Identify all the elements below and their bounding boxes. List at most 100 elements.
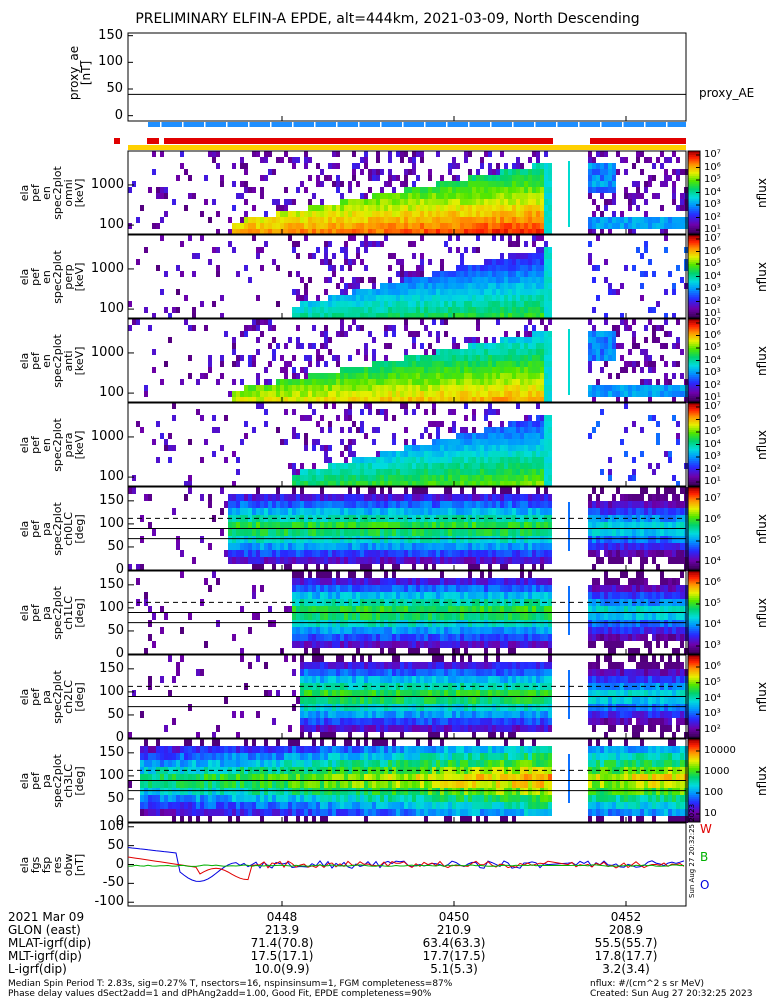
spectrogram-cell: [316, 217, 320, 223]
spectrogram-cell: [360, 475, 364, 481]
pitch-angle-cell: [484, 515, 488, 522]
spectrogram-cell: [292, 367, 296, 373]
spectrogram-cell: [248, 391, 252, 397]
spectrogram-cell: [428, 379, 432, 385]
pitch-angle-cell: [360, 641, 364, 648]
spectrogram-cell: [400, 361, 404, 367]
spectrogram-cell: [404, 403, 408, 409]
spectrogram-cell: [312, 475, 316, 481]
spectrogram-cell: [348, 199, 352, 205]
pitch-angle-cell: [348, 494, 352, 501]
pitch-angle-cell: [372, 494, 376, 501]
spectrogram-cell: [512, 289, 516, 295]
pitch-angle-cell: [152, 641, 156, 648]
pitch-angle-cell: [372, 634, 376, 641]
pitch-angle-cell: [344, 529, 348, 536]
spectrogram-cell: [568, 191, 570, 197]
spectrogram-cell: [492, 463, 496, 469]
spectrogram-cell: [364, 349, 368, 355]
spectrogram-cell: [264, 175, 268, 181]
spectrogram-cell: [492, 355, 496, 361]
spectrogram-cell: [436, 181, 440, 187]
spectrogram-cell: [612, 337, 616, 343]
pitch-angle-cell: [240, 543, 244, 550]
spectrogram-cell: [380, 217, 384, 223]
spectrogram-cell: [412, 355, 416, 361]
spectrogram-cell: [372, 385, 376, 391]
spectrogram-cell: [372, 469, 376, 475]
spectrogram-cell: [484, 355, 488, 361]
colorbar-segment: [688, 207, 700, 210]
pitch-angle-cell: [644, 543, 648, 550]
spectrogram-cell: [532, 373, 536, 379]
pitch-angle-cell: [412, 494, 416, 501]
spectrogram-cell: [540, 175, 544, 181]
spectrogram-cell: [568, 329, 570, 335]
spectrogram-cell: [516, 343, 520, 349]
pitch-angle-cell: [248, 494, 252, 501]
spectrogram-cell: [388, 385, 392, 391]
spectrogram-cell: [252, 187, 256, 193]
pitch-angle-cell: [360, 494, 364, 501]
colorbar-segment: [688, 243, 700, 246]
spectrogram-cell: [680, 169, 684, 175]
spectrogram-cell: [468, 313, 472, 319]
pitch-angle-cell: [252, 613, 256, 620]
colorbar-segment: [688, 551, 700, 554]
spectrogram-cell: [188, 175, 192, 181]
spectrogram-cell: [588, 259, 592, 265]
spectrogram-cell: [544, 181, 548, 187]
spectrogram-cell: [624, 217, 628, 223]
spectrogram-cell: [276, 157, 280, 163]
spectrogram-cell: [616, 397, 620, 403]
spectrogram-cell: [304, 307, 308, 313]
spectrogram-cell: [388, 157, 392, 163]
pitch-angle-cell: [328, 494, 332, 501]
spectrogram-cell: [652, 415, 656, 421]
spectrogram-cell: [532, 367, 536, 373]
spectrogram-cell: [360, 241, 364, 247]
pitch-angle-cell: [240, 515, 244, 522]
spectrogram-cell: [356, 253, 360, 259]
spectrogram-cell: [340, 247, 344, 253]
spectrogram-cell: [500, 397, 504, 403]
spectrogram-cell: [504, 373, 508, 379]
spectrogram-cell: [396, 469, 400, 475]
spectrogram-cell: [544, 295, 548, 301]
spectrogram-cell: [404, 193, 408, 199]
spectrogram-cell: [388, 223, 392, 229]
spectrogram-cell: [476, 175, 480, 181]
pitch-angle-cell: [336, 613, 340, 620]
spectrogram-cell: [608, 391, 612, 397]
spectrogram-cell: [360, 211, 364, 217]
spectrogram-cell: [412, 289, 416, 295]
pitch-angle-cell: [260, 585, 264, 592]
pitch-angle-cell: [476, 515, 480, 522]
pitch-angle-cell: [348, 501, 352, 508]
spectrogram-cell: [264, 241, 268, 247]
spectrogram-cell: [440, 259, 444, 265]
spectrogram-cell: [352, 163, 356, 169]
spectrogram-cell: [436, 379, 440, 385]
spectrogram-cell: [292, 469, 296, 475]
spectrogram-cell: [432, 439, 436, 445]
spectrogram-cell: [540, 187, 544, 193]
pitch-angle-cell: [300, 508, 304, 515]
spectrogram-cell: [656, 223, 660, 229]
spectrogram-cell: [400, 373, 404, 379]
pitch-angle-cell: [256, 557, 260, 564]
spectrogram-cell: [416, 397, 420, 403]
spectrogram-cell: [540, 211, 544, 217]
pitch-angle-cell: [264, 508, 268, 515]
spectrogram-cell: [444, 199, 448, 205]
spectrogram-cell: [668, 385, 672, 391]
spectrogram-cell: [364, 379, 368, 385]
spectrogram-cell: [548, 439, 552, 445]
pitch-angle-cell: [260, 494, 264, 501]
pitch-angle-cell: [456, 543, 460, 550]
pitch-angle-cell: [320, 606, 324, 613]
pitch-angle-cell: [328, 592, 332, 599]
spectrogram-cell: [528, 469, 532, 475]
spectrogram-cell: [668, 223, 672, 229]
spectrogram-cell: [348, 229, 352, 235]
